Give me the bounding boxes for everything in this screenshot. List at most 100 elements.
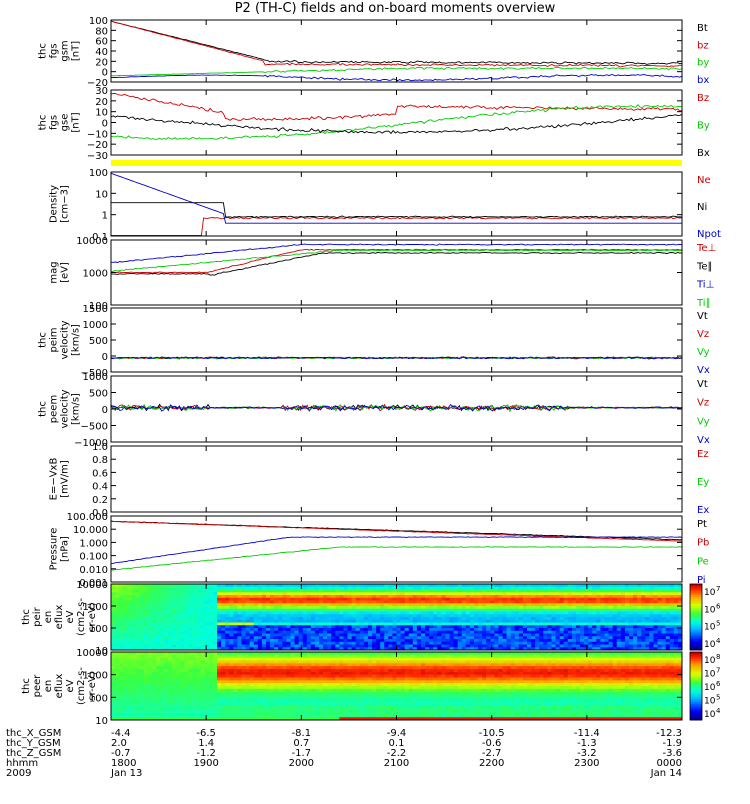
y-axis-label: eV (65, 679, 76, 692)
y-tick-label: 10 (95, 189, 108, 200)
time-tick: 1900 (193, 758, 218, 769)
y-axis-label: eV (65, 610, 76, 623)
colorbar-tick: 10 (704, 710, 716, 720)
y-tick-label: 1500 (83, 304, 108, 315)
y-axis-label: eflux (54, 674, 65, 699)
y-tick-label: 10000 (76, 236, 108, 247)
y-axis-label: Density (49, 185, 60, 223)
y-tick-label: 20 (95, 97, 108, 108)
legend-density-1: Ni (697, 202, 707, 213)
legend-peim-velocity-1: Vz (697, 329, 709, 340)
y-axis-label: sr-eV) (87, 671, 98, 700)
colorbar-tick: 10 (704, 683, 716, 693)
legend-fgs-gse-0: Bz (697, 93, 709, 104)
y-axis-label: [nPa] (60, 536, 71, 562)
y-axis-label: (cm2-s- (76, 667, 87, 705)
legend-peem-velocity-0: Vt (697, 379, 708, 390)
colorbar-tick: 10 (704, 623, 716, 633)
y-tick-label: 100.000 (67, 512, 108, 523)
y-axis-label: [nT] (71, 112, 82, 132)
legend-fgs-gsm-3: bx (697, 75, 709, 86)
y-axis-label: peim (49, 327, 60, 352)
legend-density-2: Npot (697, 229, 721, 240)
y-tick-label: 1000 (83, 269, 108, 280)
end-date: Jan 14 (650, 768, 682, 779)
y-axis-label: [mV/m] (60, 460, 71, 498)
y-tick-label: 0.4 (92, 482, 108, 493)
panel-frame (111, 20, 682, 82)
y-axis-label: thc (38, 332, 49, 348)
legend-density-0: Ne (697, 175, 711, 186)
y-tick-label: −20 (87, 140, 108, 151)
series-Bt (111, 21, 682, 64)
y-tick-label: 0.2 (92, 495, 108, 506)
series-bz (111, 21, 682, 67)
legend-peim-velocity-3: Vx (697, 365, 710, 376)
quality-flag-bar (111, 160, 682, 166)
y-axis-label: velocity (60, 320, 71, 359)
y-tick-label: −30 (87, 151, 108, 162)
y-tick-label: −500 (81, 422, 108, 433)
legend-peem-velocity-2: Vy (697, 416, 710, 427)
colorbar-tick-exp: 4 (716, 707, 721, 715)
legend-peem-velocity-3: Vx (697, 435, 710, 446)
colorbar-tick-exp: 8 (716, 653, 720, 661)
legend-peim-velocity-2: Vy (697, 347, 710, 358)
y-tick-label: 100 (89, 168, 108, 179)
peer-spectrogram-heatmap (111, 652, 682, 720)
legend-temperature-2: Ti⊥ (696, 280, 714, 291)
y-tick-label: −10 (87, 129, 108, 140)
legend-pressure-1: Pb (697, 538, 709, 549)
series-Ni (111, 203, 682, 218)
legend-efield-2: Ex (697, 505, 709, 516)
y-axis-label: [km/s] (71, 393, 82, 425)
y-tick-label: 10 (95, 108, 108, 119)
y-tick-label: 0.100 (79, 552, 108, 563)
y-tick-label: 10 (95, 716, 108, 727)
series-Pe (111, 547, 682, 570)
y-tick-label: 0 (102, 119, 108, 130)
y-axis-label: [cm−3] (60, 185, 71, 223)
legend-pressure-0: Pt (697, 519, 707, 530)
y-tick-label: 0 (102, 405, 108, 416)
legend-peem-velocity-1: Vz (697, 398, 709, 409)
panel-frame (111, 308, 682, 372)
legend-temperature-3: Ti∥ (696, 298, 711, 309)
y-tick-label: 10000 (76, 580, 108, 591)
panel-frame (111, 516, 682, 582)
y-tick-label: 1.000 (79, 538, 108, 549)
colorbar-tick-exp: 7 (716, 667, 720, 675)
colorbar-tick-exp: 5 (716, 694, 720, 702)
legend-fgs-gse-2: Bx (697, 148, 710, 159)
colorbar-tick: 10 (704, 697, 716, 707)
y-axis-label: thc (38, 401, 49, 417)
legend-pressure-2: Pe (697, 556, 709, 567)
y-axis-label: [eV] (60, 262, 71, 283)
y-axis-label: [nT] (71, 41, 82, 61)
y-axis-label: fgs (49, 115, 60, 130)
series-Bx (111, 114, 682, 133)
series-Pi (111, 537, 682, 564)
y-axis-label: thc (38, 115, 49, 131)
plot-title: P2 (TH-C) fields and on-board moments ov… (110, 1, 680, 16)
y-axis-label: thc (21, 678, 32, 694)
series-Npot (111, 173, 682, 223)
panel-pressure: 100.00010.0001.0000.1000.0100.001Pressur… (49, 512, 710, 589)
legend-efield-1: Ey (697, 477, 709, 488)
y-axis-label: E=−VxB (49, 458, 60, 501)
y-tick-label: 500 (89, 336, 108, 347)
y-axis-label: eflux (54, 605, 65, 630)
legend-fgs-gsm-1: bz (697, 40, 709, 51)
panel-frame (111, 446, 682, 512)
y-axis-label: [km/s] (71, 324, 82, 356)
start-date: Jan 13 (110, 768, 142, 779)
